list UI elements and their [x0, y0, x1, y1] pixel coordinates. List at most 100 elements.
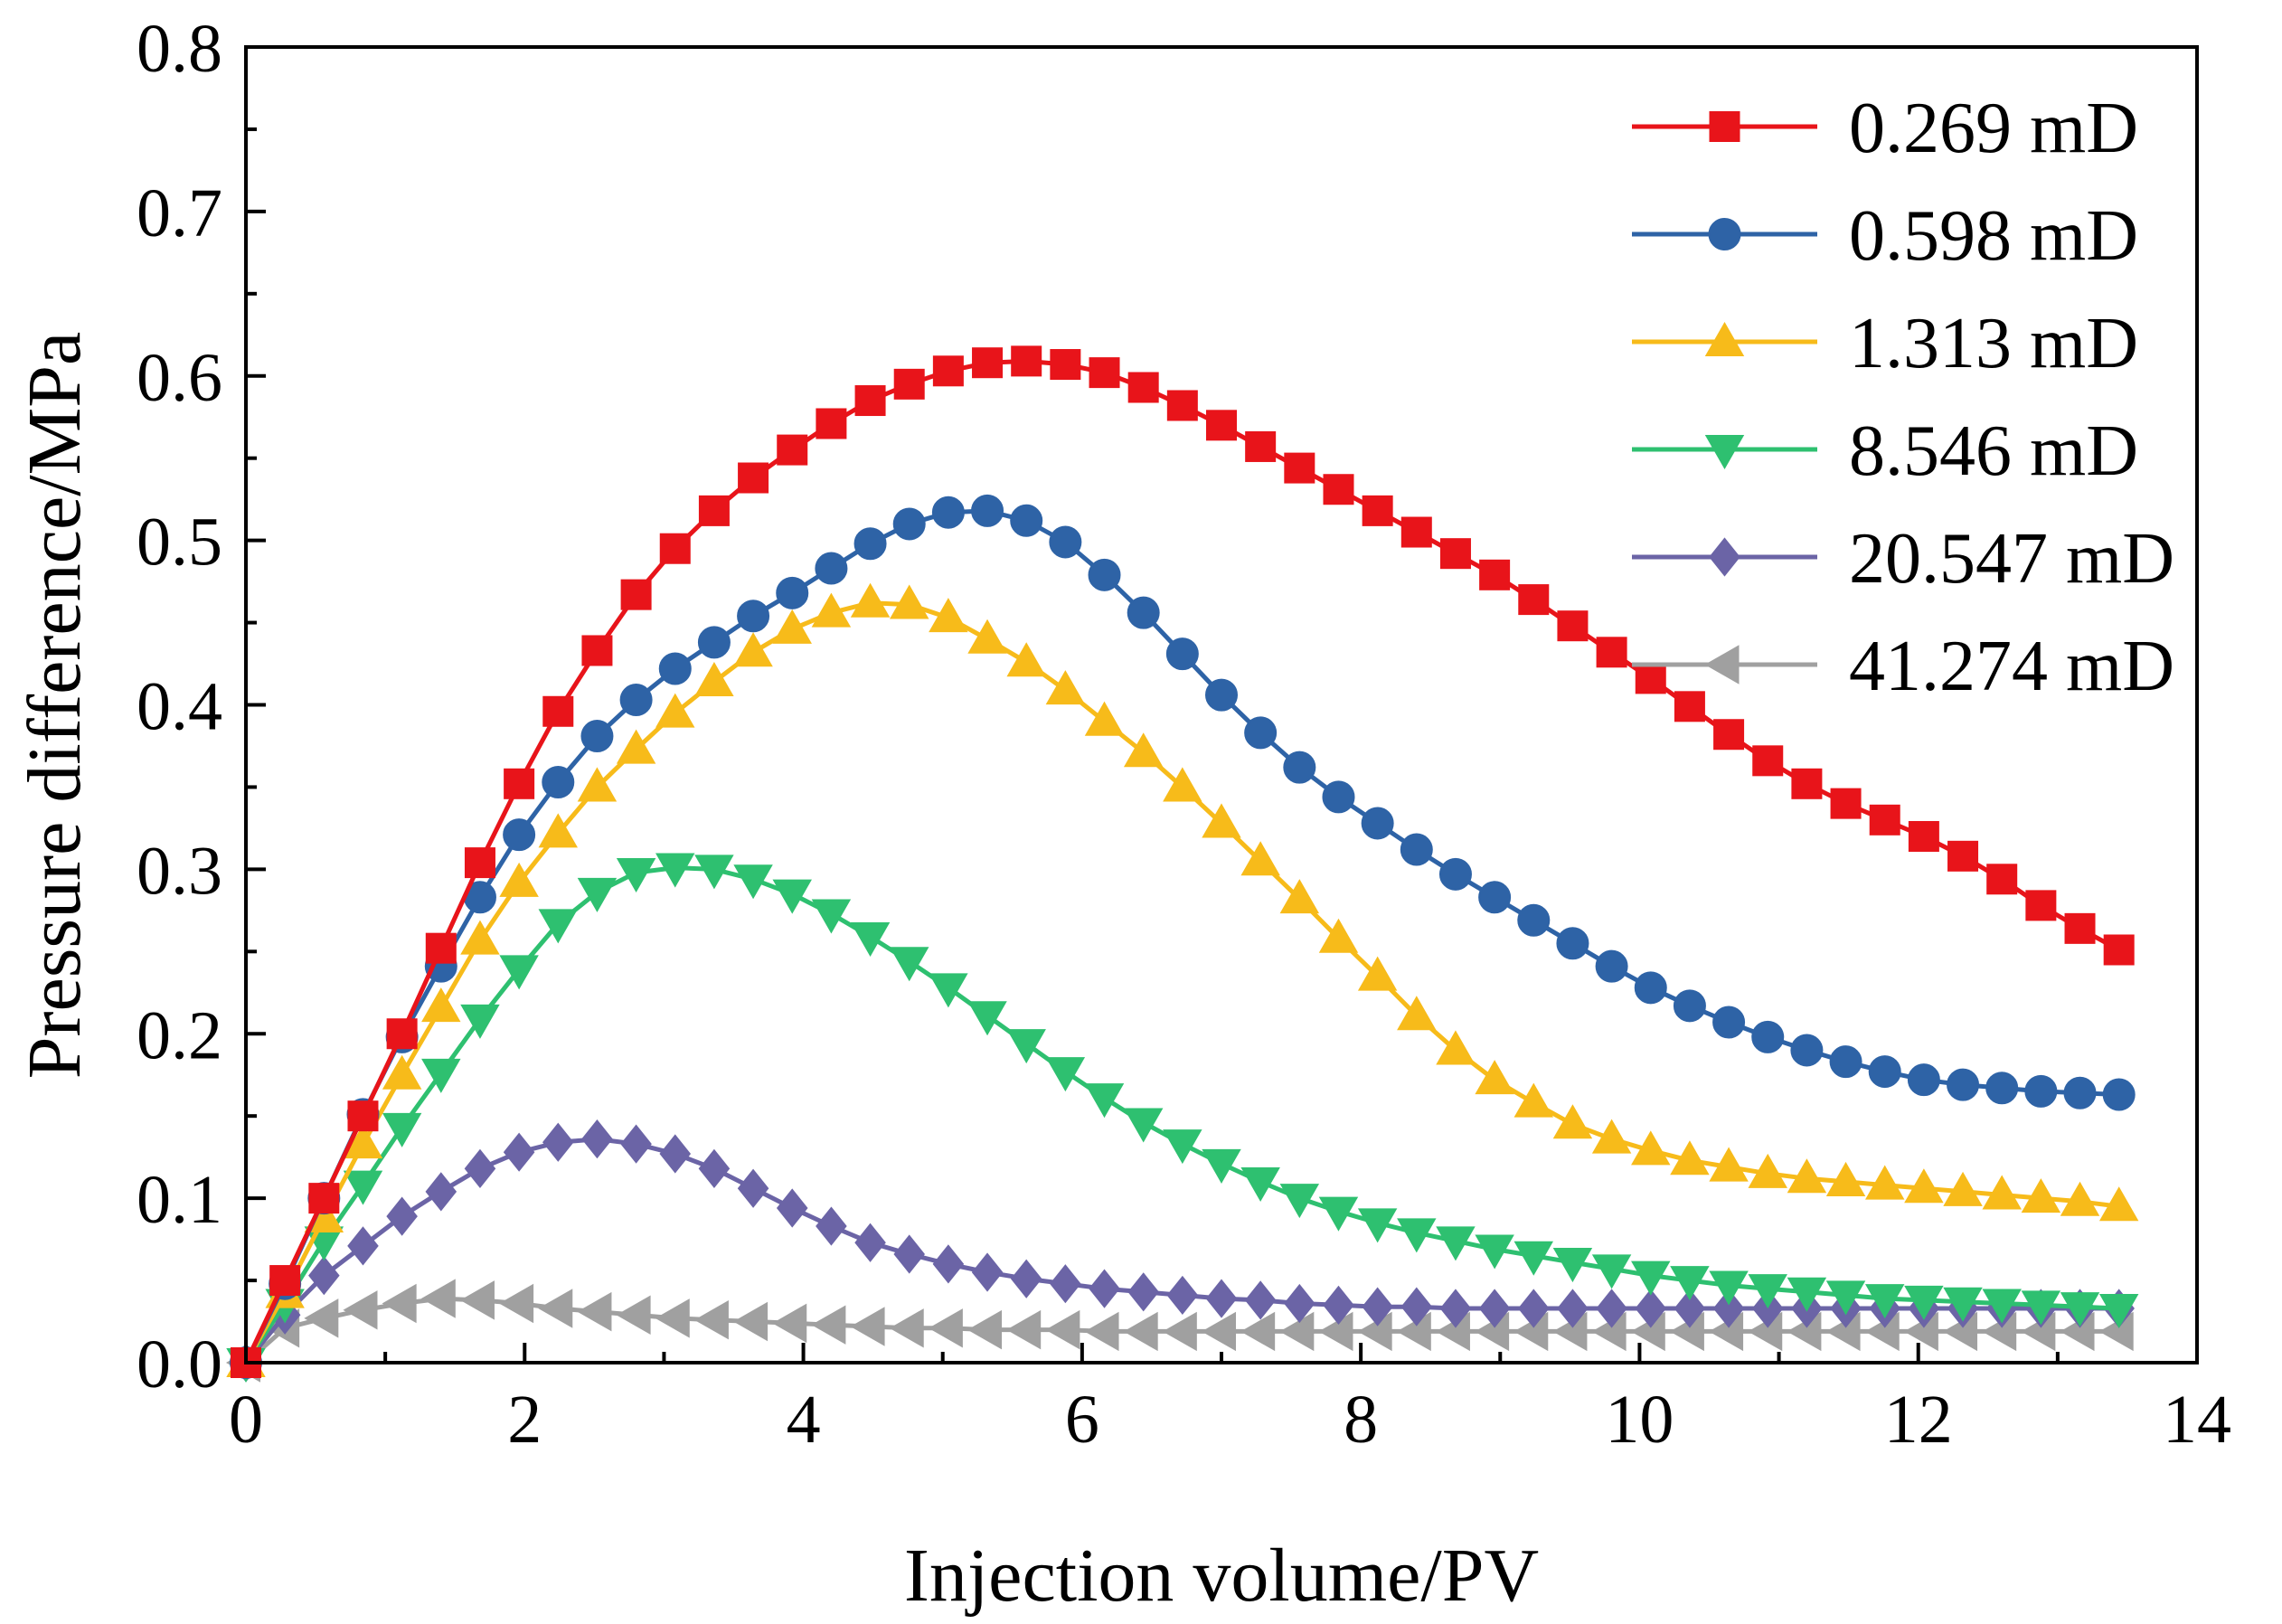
- data-point: [1123, 732, 1164, 768]
- data-point: [1670, 1140, 1710, 1176]
- data-point: [1904, 1285, 1944, 1320]
- legend-label: 0.269 mD: [1849, 89, 2138, 168]
- data-point: [425, 1172, 457, 1212]
- data-point: [811, 1305, 846, 1345]
- data-point: [733, 632, 773, 667]
- data-point: [815, 552, 848, 585]
- data-point: [1557, 1289, 1589, 1328]
- data-point: [2021, 1290, 2061, 1326]
- x-tick-label: 8: [1344, 1382, 1378, 1458]
- data-point: [1673, 989, 1706, 1023]
- data-point: [1400, 1287, 1433, 1327]
- data-point: [928, 1308, 963, 1348]
- data-point: [1595, 949, 1628, 983]
- data-point: [1166, 1275, 1199, 1316]
- data-point: [538, 909, 579, 944]
- data-point: [1943, 1171, 1983, 1206]
- y-tick-label: 0.5: [137, 505, 222, 581]
- data-point: [1357, 956, 1398, 991]
- data-point: [1206, 410, 1237, 441]
- data-point: [1010, 504, 1043, 537]
- data-point: [738, 462, 769, 494]
- data-point: [1202, 1148, 1241, 1184]
- data-point: [932, 1244, 965, 1284]
- data-point: [1829, 1045, 1862, 1079]
- x-tick-label: 14: [2163, 1382, 2231, 1458]
- legend-marker: [1704, 435, 1745, 470]
- data-point: [503, 818, 536, 852]
- data-point: [499, 955, 539, 990]
- data-point: [772, 609, 812, 644]
- data-point: [929, 598, 968, 633]
- legend-entry: 1.313 mD: [1632, 304, 2138, 383]
- data-point: [655, 853, 695, 888]
- data-point: [772, 1303, 807, 1344]
- data-point: [1089, 357, 1120, 389]
- data-point: [811, 899, 852, 934]
- data-point: [1552, 1104, 1593, 1139]
- data-point: [1166, 390, 1198, 421]
- y-tick-label: 0.4: [137, 669, 222, 745]
- data-point: [1362, 1287, 1393, 1327]
- data-point: [659, 1134, 692, 1174]
- data-point: [1163, 767, 1202, 802]
- data-point: [1830, 788, 1862, 819]
- data-point: [1284, 1283, 1315, 1324]
- data-point: [420, 1279, 456, 1318]
- data-point: [1318, 1196, 1359, 1232]
- data-point: [772, 879, 812, 914]
- data-point: [580, 720, 614, 753]
- data-point: [2060, 1181, 2100, 1216]
- data-point: [1709, 1270, 1749, 1306]
- data-point: [1751, 1020, 1785, 1053]
- data-point: [343, 1290, 378, 1330]
- y-tick-label: 0.0: [137, 1327, 222, 1402]
- data-point: [425, 932, 457, 964]
- legend-label: 8.546 mD: [1849, 411, 2138, 491]
- data-point: [1279, 1184, 1320, 1219]
- series-layer: [225, 345, 2139, 1383]
- data-point: [777, 434, 808, 466]
- data-point: [1400, 833, 1433, 866]
- data-point: [464, 1148, 496, 1188]
- data-point: [1596, 1289, 1627, 1328]
- data-point: [1438, 857, 1472, 891]
- data-point: [1205, 678, 1238, 712]
- data-point: [1947, 1068, 1980, 1101]
- data-point: [967, 1001, 1007, 1036]
- data-point: [1089, 1269, 1120, 1308]
- data-point: [304, 1298, 339, 1338]
- data-point: [1557, 610, 1589, 642]
- data-point: [347, 1226, 379, 1266]
- data-point: [1478, 881, 1512, 914]
- y-tick-label: 0.7: [137, 175, 222, 251]
- data-point: [269, 1265, 301, 1297]
- data-point: [1279, 1311, 1315, 1352]
- data-point: [694, 662, 734, 697]
- data-point: [542, 695, 574, 727]
- data-point: [538, 1289, 573, 1328]
- data-point: [1006, 1309, 1042, 1350]
- data-point: [1517, 1289, 1550, 1328]
- data-point: [931, 496, 965, 529]
- x-tick-label: 2: [507, 1382, 542, 1458]
- data-point: [1947, 840, 1979, 872]
- data-point: [460, 1004, 500, 1039]
- data-point: [655, 1298, 690, 1338]
- data-point: [737, 600, 770, 633]
- data-point: [2103, 934, 2135, 966]
- data-point: [1397, 1218, 1437, 1253]
- data-point: [1006, 1029, 1046, 1064]
- data-point: [1985, 1072, 2019, 1105]
- data-point: [2021, 1178, 2061, 1213]
- data-point: [655, 693, 695, 728]
- data-point: [893, 368, 925, 400]
- data-point: [1397, 996, 1437, 1031]
- data-point: [421, 1058, 461, 1093]
- data-point: [850, 582, 891, 618]
- y-axis-title: Pressure difference/MPa: [13, 332, 97, 1080]
- data-point: [1868, 1055, 1901, 1089]
- series-line: [243, 600, 2120, 1364]
- legend-entry: 8.546 mD: [1632, 411, 2138, 491]
